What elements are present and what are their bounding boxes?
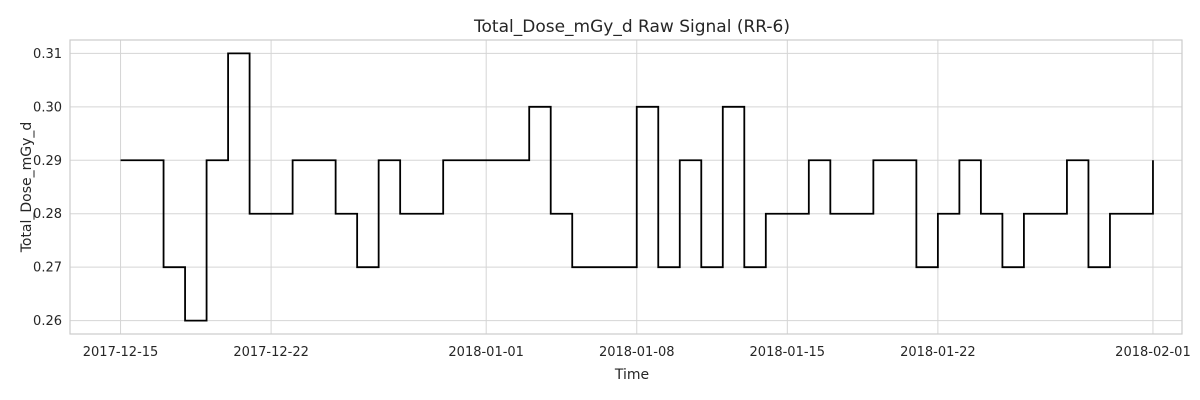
y-tick-label: 0.27 xyxy=(33,261,62,276)
y-tick-label: 0.31 xyxy=(33,47,62,62)
y-tick-label: 0.30 xyxy=(33,100,62,115)
y-axis-label: Total_Dose_mGy_d xyxy=(19,122,35,254)
y-tick-labels: 0.26 0.27 0.28 0.29 0.30 0.31 xyxy=(33,47,62,329)
chart-title: Total_Dose_mGy_d Raw Signal (RR-6) xyxy=(473,17,790,37)
x-axis-label: Time xyxy=(614,367,649,383)
y-tick-label: 0.28 xyxy=(33,207,62,222)
x-tick-labels: 2017-12-15 2017-12-22 2018-01-01 2018-01-08… xyxy=(83,345,1191,360)
x-tick-label: 2018-02-01 xyxy=(1115,345,1191,360)
grid-layer xyxy=(70,40,1182,334)
x-tick-label: 2017-12-15 xyxy=(83,345,159,360)
signal-step-line xyxy=(120,52,1154,322)
x-tick-label: 2017-12-22 xyxy=(233,345,309,360)
x-tick-label: 2018-01-01 xyxy=(448,345,524,360)
y-tick-label: 0.26 xyxy=(33,314,62,329)
plot-frame xyxy=(69,39,1183,335)
x-tick-label: 2018-01-15 xyxy=(750,345,826,360)
y-tick-label: 0.29 xyxy=(33,154,62,169)
x-tick-label: 2018-01-22 xyxy=(900,345,976,360)
x-tick-label: 2018-01-08 xyxy=(599,345,675,360)
